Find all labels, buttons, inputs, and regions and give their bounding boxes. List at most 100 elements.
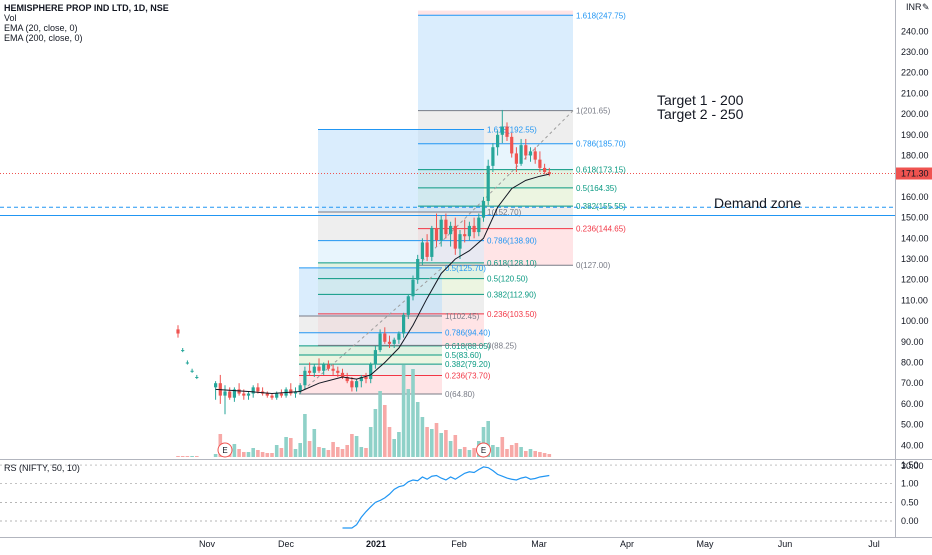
candle-body[interactable] xyxy=(317,366,321,371)
candle-body[interactable] xyxy=(242,393,246,396)
candle-body[interactable] xyxy=(434,227,439,241)
candle-body[interactable] xyxy=(533,151,537,160)
candle-body[interactable] xyxy=(369,364,373,380)
candle-body[interactable] xyxy=(378,333,382,351)
candle-body[interactable] xyxy=(275,393,279,398)
candle-body[interactable] xyxy=(439,219,443,241)
fib-zone-ext-upper[interactable] xyxy=(418,15,573,111)
candle-body[interactable] xyxy=(303,370,307,386)
candle-body[interactable] xyxy=(256,387,260,392)
fib-zone-2b[interactable] xyxy=(318,240,484,263)
fib-zone-1d[interactable] xyxy=(299,355,442,365)
fib-zone-1c[interactable] xyxy=(299,345,442,356)
legend-volume[interactable]: Vol xyxy=(4,13,17,23)
candle-body[interactable] xyxy=(543,167,547,173)
candle-body[interactable] xyxy=(510,136,514,154)
rs-indicator-label[interactable]: RS (NIFTY, 50, 10) xyxy=(4,463,80,473)
rs-line[interactable] xyxy=(342,466,550,529)
candle-body[interactable] xyxy=(449,225,453,235)
candle-body[interactable] xyxy=(486,165,490,202)
candle-body[interactable] xyxy=(312,366,316,373)
candle-body[interactable] xyxy=(496,134,500,148)
legend-ema20[interactable]: EMA (20, close, 0) xyxy=(4,23,78,33)
candle-body[interactable] xyxy=(331,368,335,371)
candle-body[interactable] xyxy=(190,370,194,372)
candle-body[interactable] xyxy=(505,126,509,137)
candle-body[interactable] xyxy=(519,145,523,164)
candle-body[interactable] xyxy=(340,372,345,377)
fib-zone-1a[interactable] xyxy=(299,316,442,333)
candle-body[interactable] xyxy=(392,339,396,344)
target1-annotation[interactable]: Target 1 - 200 xyxy=(657,92,744,108)
candle-body[interactable] xyxy=(265,393,269,396)
fib-zone-ext-low[interactable] xyxy=(299,267,442,317)
candle-body[interactable] xyxy=(538,159,542,168)
candle-body[interactable] xyxy=(481,201,486,218)
candle-body[interactable] xyxy=(406,296,410,315)
candle-body[interactable] xyxy=(383,333,387,342)
candle-body[interactable] xyxy=(416,259,420,280)
earnings-marker[interactable] xyxy=(476,442,491,458)
candle-body[interactable] xyxy=(237,389,241,394)
earnings-marker[interactable] xyxy=(217,442,233,458)
candle-body[interactable] xyxy=(326,364,330,369)
candle-body[interactable] xyxy=(251,387,255,394)
candle-body[interactable] xyxy=(528,151,533,156)
candle-body[interactable] xyxy=(336,370,340,373)
candle-body[interactable] xyxy=(472,225,476,233)
fib-drawings[interactable]: 1.618(247.75) 1(201.65) 1.618(192.55) 0.786… xyxy=(298,10,626,399)
target2-annotation[interactable]: Target 2 - 250 xyxy=(657,106,744,122)
candle-body[interactable] xyxy=(176,329,180,334)
fib-zone-1b[interactable] xyxy=(299,332,442,346)
candle-body[interactable] xyxy=(345,376,349,382)
candle-body[interactable] xyxy=(547,172,551,175)
candle-body[interactable] xyxy=(453,225,457,249)
candle-body[interactable] xyxy=(355,381,359,388)
edit-icon[interactable]: ✎ xyxy=(922,2,930,12)
candle-body[interactable] xyxy=(477,217,481,233)
legend-ema200[interactable]: EMA (200, close, 0) xyxy=(4,33,83,43)
fib-zone-1f[interactable] xyxy=(299,375,442,394)
fib-zone-ext-top[interactable] xyxy=(418,10,573,16)
candle-body[interactable] xyxy=(430,227,434,257)
candle-body[interactable] xyxy=(425,242,429,257)
candle-body[interactable] xyxy=(491,147,495,166)
fib-trend-line[interactable] xyxy=(417,110,574,266)
candle-body[interactable] xyxy=(364,376,368,380)
demand-zone-annotation[interactable]: Demand zone xyxy=(714,195,801,211)
candle-body[interactable] xyxy=(463,234,467,237)
candle-body[interactable] xyxy=(293,391,298,394)
candle-body[interactable] xyxy=(181,350,185,352)
candle-body[interactable] xyxy=(246,393,251,396)
ema-line[interactable] xyxy=(215,173,550,395)
candle-body[interactable] xyxy=(228,391,232,398)
candle-body[interactable] xyxy=(270,395,274,398)
candle-body[interactable] xyxy=(185,362,189,364)
candle-body[interactable] xyxy=(322,364,326,371)
candle-body[interactable] xyxy=(444,219,448,235)
candle-body[interactable] xyxy=(458,234,462,249)
candles[interactable] xyxy=(176,109,551,415)
rs-pane[interactable]: 1.50 1.00 0.50 0.00 xyxy=(0,460,919,529)
candle-body[interactable] xyxy=(524,145,528,156)
candle-body[interactable] xyxy=(467,225,471,237)
candle-body[interactable] xyxy=(500,126,504,135)
price-axis[interactable]: 30.00 40.00 50.00 60.00 70.00 80.00 90.00 100.0… xyxy=(901,26,929,471)
candle-body[interactable] xyxy=(387,341,392,344)
candle-body[interactable] xyxy=(359,376,363,382)
candle-body[interactable] xyxy=(214,383,218,388)
candle-body[interactable] xyxy=(420,242,424,259)
candle-body[interactable] xyxy=(411,279,415,297)
candle-body[interactable] xyxy=(373,350,377,365)
candle-body[interactable] xyxy=(402,314,406,334)
fib-zone-ext-mid[interactable] xyxy=(318,129,484,213)
candle-body[interactable] xyxy=(397,333,401,340)
candle-body[interactable] xyxy=(350,381,354,388)
candle-body[interactable] xyxy=(232,389,236,398)
candle-body[interactable] xyxy=(195,376,199,378)
fib-trend-line[interactable] xyxy=(298,267,443,395)
currency-label[interactable]: INR xyxy=(906,2,922,12)
candle-body[interactable] xyxy=(279,393,283,396)
